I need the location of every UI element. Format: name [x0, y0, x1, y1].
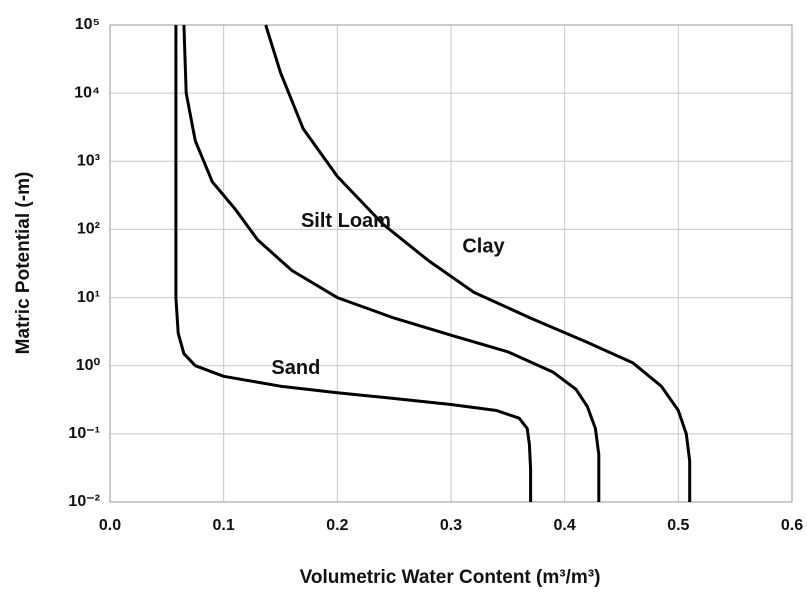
annotation: Sand	[271, 357, 320, 379]
x-tick-label: 0.1	[213, 517, 235, 534]
y-tick-label: 10⁻¹	[68, 425, 100, 442]
x-tick-label: 0.0	[99, 517, 121, 534]
y-tick-label: 10²	[77, 221, 100, 238]
x-tick-label: 0.2	[326, 517, 348, 534]
annotation: Silt Loam	[301, 210, 391, 232]
curve	[182, 24, 601, 502]
curve	[264, 24, 692, 502]
plot-frame	[109, 24, 793, 503]
curve	[174, 25, 533, 502]
y-tick-label: 10⁴	[74, 84, 100, 101]
y-tick-label: 10³	[77, 153, 100, 170]
y-tick-label: 10⁰	[76, 357, 101, 374]
annotation: Clay	[462, 235, 505, 257]
y-tick-label: 10¹	[77, 289, 100, 306]
x-axis-label: Volumetric Water Content (m³/m³)	[300, 567, 601, 588]
y-tick-label: 10⁵	[75, 16, 100, 33]
x-tick-label: 0.4	[554, 517, 576, 534]
x-tick-label: 0.5	[667, 517, 689, 534]
y-tick-label: 10⁻²	[68, 493, 100, 510]
x-tick-label: 0.3	[440, 517, 462, 534]
y-axis-label: Matric Potential (-m)	[13, 172, 34, 355]
x-tick-label: 0.6	[781, 517, 803, 534]
